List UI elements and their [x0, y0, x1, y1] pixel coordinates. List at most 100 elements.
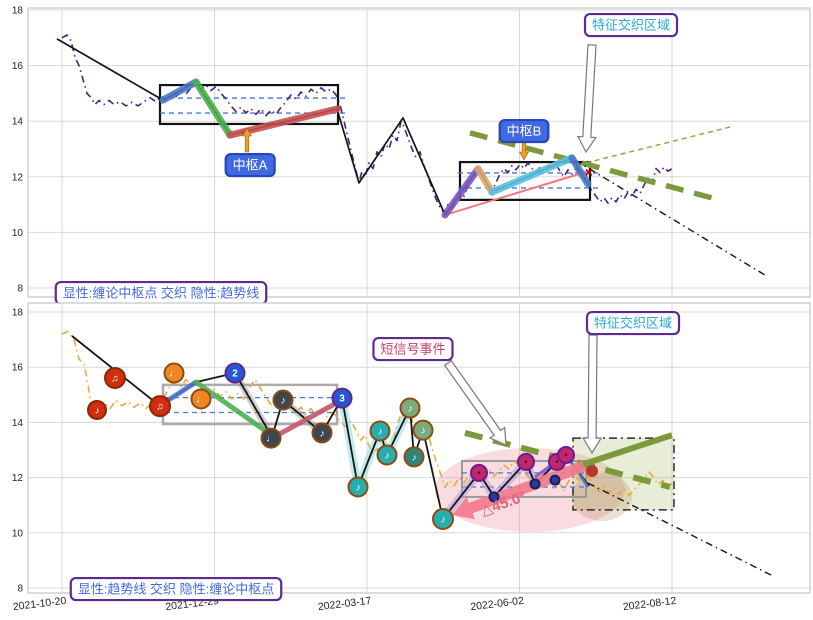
segment-number-2-glyph: 2	[232, 368, 238, 379]
legend-bottom: 显性:趋势线 交织 隐性:缠论中枢点	[69, 576, 283, 602]
legend-top: 显性:缠论中枢点 交织 隐性:趋势线	[54, 280, 268, 306]
fractal-marker-crimson-1-glyph: •	[477, 468, 480, 478]
pen-blue	[159, 78, 200, 104]
fractal-marker-crimson-4	[557, 445, 575, 464]
signal-marker-teal-1-glyph: ♪	[356, 482, 361, 493]
y-tick-label: 10	[12, 528, 24, 539]
pivot-B-arrow	[518, 141, 530, 161]
fractal-marker-crimson-1	[470, 463, 488, 482]
x-tick-label: 2022-08-12	[622, 595, 677, 613]
feature-zone-label-bottom-box	[585, 310, 681, 336]
feature-zone-arrow	[582, 334, 603, 455]
x-tick-label: 2022-03-17	[317, 595, 372, 613]
y-tick-label: 14	[12, 418, 24, 429]
pen-green	[192, 78, 234, 139]
fractal-marker-navy-1	[488, 491, 500, 503]
pen-cyan	[488, 154, 576, 196]
segment-number-3	[331, 387, 353, 409]
y-tick-label: 18	[12, 6, 24, 17]
segment-number-2	[224, 362, 246, 384]
signal-marker-slate-1-glyph: ♪	[281, 396, 286, 407]
signal-marker-slate-3	[311, 422, 333, 444]
short-signal-label-text: 短信号事件	[380, 342, 445, 357]
signal-marker-red-1	[104, 366, 126, 389]
signal-marker-orange-2	[190, 388, 212, 410]
signal-marker-teal-4-glyph: ♪	[441, 515, 446, 526]
y-tick-label: 8	[17, 284, 23, 295]
segment-number-3-glyph: 3	[339, 394, 345, 405]
fractal-marker-navy-3	[549, 474, 561, 486]
y-tick-label: 12	[12, 473, 24, 484]
pink-trendline	[444, 170, 590, 216]
signal-marker-slate-3-glyph: ♪	[320, 428, 325, 439]
signal-marker-teal-1	[347, 476, 369, 498]
cross-marker-glyph: ×	[585, 164, 593, 180]
pivot-b-label-box	[498, 118, 550, 144]
signal-marker-teal-3	[376, 444, 398, 466]
short-signal-label-box	[372, 336, 454, 362]
black-dashdot-projection	[574, 159, 769, 278]
y-tick-label: 16	[12, 363, 24, 374]
signal-marker-slate-1	[272, 389, 294, 411]
short-signal-arrow	[443, 359, 507, 446]
y-tick-label: 12	[12, 172, 24, 183]
y-tick-label: 8	[17, 584, 23, 595]
olive-trend-dashed	[469, 130, 717, 202]
y-tick-label: 10	[12, 228, 24, 239]
olive-trend-solid	[577, 432, 673, 469]
signal-marker-slate-2-glyph: ♩	[266, 434, 276, 445]
feature-zone-label-top-box	[583, 12, 679, 38]
x-tick-label: 2021-10-20	[12, 595, 67, 613]
y-tick-label: 16	[12, 61, 24, 72]
legend-top-text: 显性:缠论中枢点 交织 隐性:趋势线	[63, 286, 259, 301]
segment-line	[71, 335, 590, 520]
fractal-marker-crimson-3-glyph: •	[555, 457, 558, 467]
pen-steel	[568, 154, 592, 188]
pivot-b-label: 中枢B	[498, 118, 550, 144]
pivot-A-arrow	[241, 127, 253, 153]
signal-marker-red-3-glyph: ♫	[156, 402, 164, 413]
fractal-marker-crimson-2-glyph: •	[524, 457, 527, 467]
feature-zone-label-bottom: 特征交织区域	[585, 310, 681, 336]
feature-zone-arrow	[576, 44, 597, 154]
signal-marker-teal-2	[369, 420, 391, 442]
signal-marker-teal-4	[432, 508, 454, 530]
pen-tan	[474, 165, 496, 196]
pivot-b-label-text: 中枢B	[507, 124, 542, 139]
fractal-marker-navy-2	[529, 478, 541, 490]
y-tick-label: 18	[12, 308, 24, 319]
legend-bottom-box	[69, 576, 283, 602]
feature-zone-label-top-text: 特征交织区域	[592, 18, 670, 33]
signal-marker-red-3	[149, 395, 171, 418]
signal-marker-red-1-glyph: ♫	[111, 373, 119, 384]
y-tick-label: 14	[12, 117, 24, 128]
fractal-marker-crimson-2	[517, 452, 535, 471]
signal-marker-teal-3-glyph: ♪	[385, 450, 390, 461]
signal-marker-green-1	[399, 397, 421, 419]
x-tick-label: 2022-06-02	[470, 595, 525, 613]
pivot-a-label-text: 中枢A	[233, 158, 268, 173]
fractal-marker-crimson-4-glyph: •	[564, 450, 567, 460]
signal-marker-orange-1-glyph: ♩	[169, 368, 179, 379]
legend-bottom-text: 显性:趋势线 交织 隐性:缠论中枢点	[78, 582, 274, 597]
black-dashdot-projection	[587, 482, 772, 576]
signal-marker-green-2-glyph: ♪	[421, 426, 426, 437]
signal-marker-slate-2	[260, 427, 282, 449]
feature-zone-label-bottom-text: 特征交织区域	[594, 316, 672, 331]
signal-marker-dteal-glyph: ♪	[412, 452, 417, 463]
signal-marker-red-2-glyph: ♪	[95, 405, 100, 416]
pen-green	[193, 379, 273, 437]
pivot-a-label: 中枢A	[224, 152, 276, 178]
signal-marker-red-2	[87, 399, 107, 420]
feature-zone-label-top: 特征交织区域	[583, 12, 679, 38]
signal-marker-orange-2-glyph: ♩	[196, 394, 206, 405]
signal-marker-teal-2-glyph: ♪	[378, 426, 383, 437]
pen-purple	[441, 165, 482, 219]
signal-marker-green-1-glyph: ♪	[408, 404, 413, 415]
convergence-dot	[586, 464, 598, 477]
signal-marker-dteal	[403, 446, 425, 468]
